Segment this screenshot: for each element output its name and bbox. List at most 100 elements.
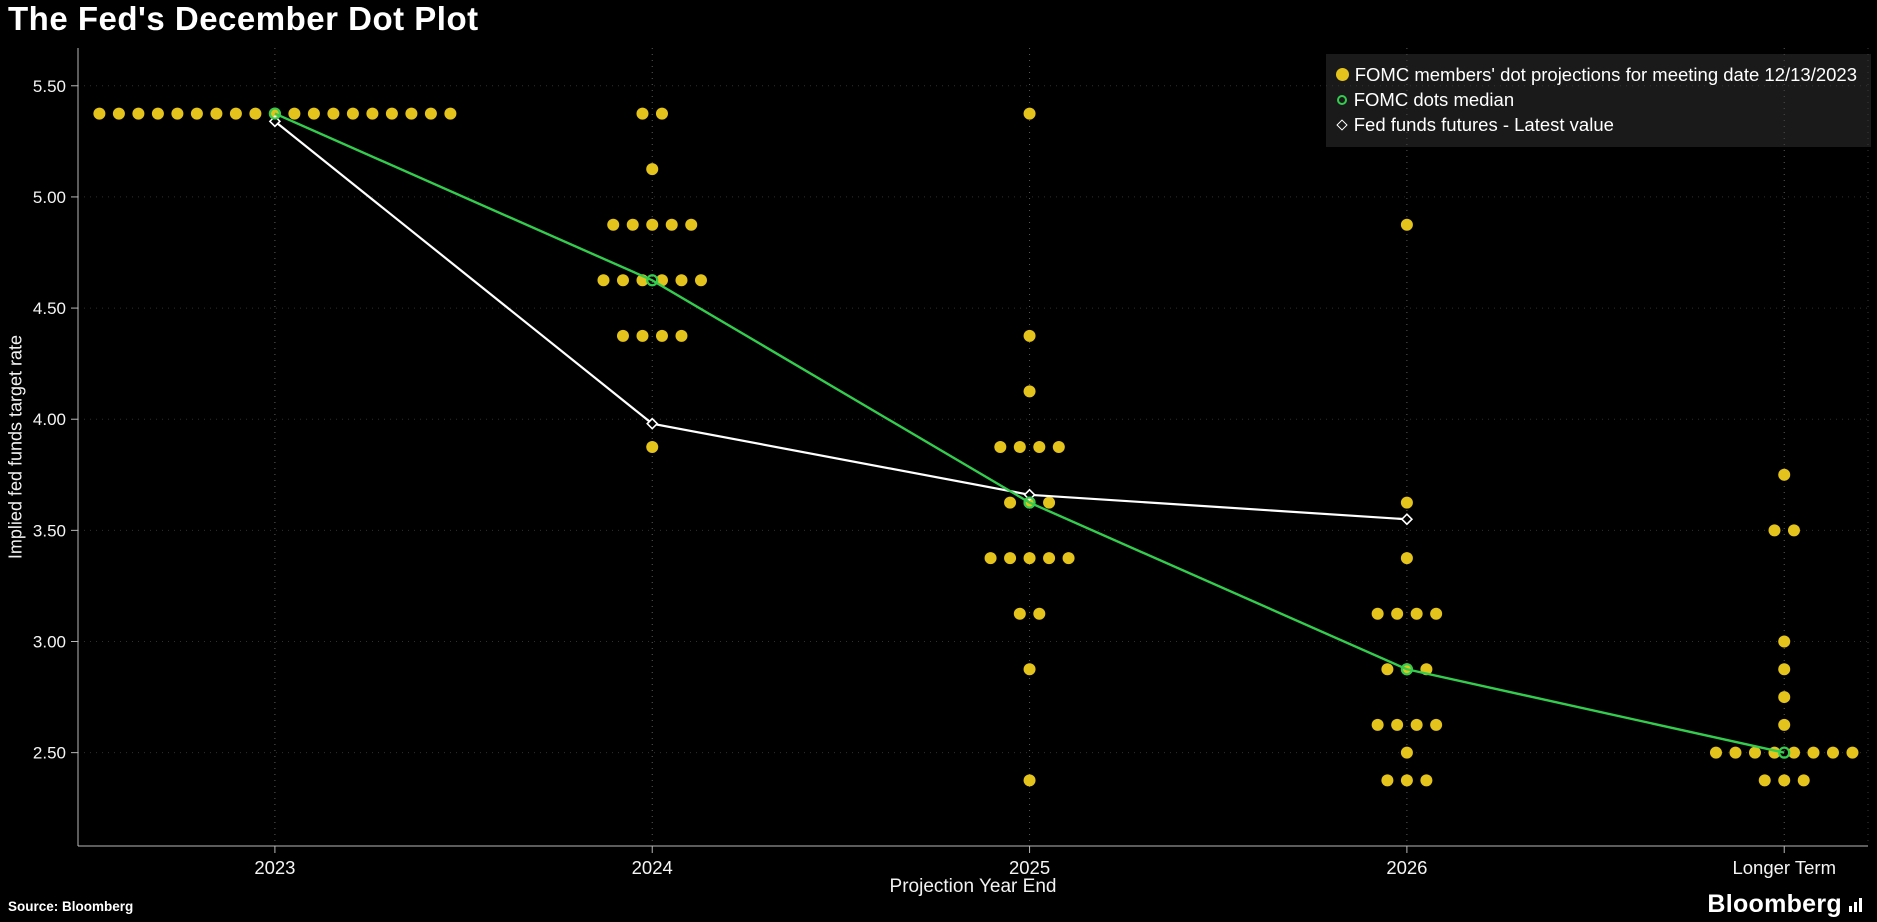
fomc-dot: [607, 218, 620, 231]
futures-marker-diamond: [1400, 513, 1414, 526]
fomc-dot: [366, 107, 379, 120]
fomc-dot: [1052, 441, 1065, 453]
legend-label: FOMC members' dot projections for meetin…: [1354, 64, 1857, 85]
fomc-dot: [1846, 746, 1859, 759]
fomc-dot: [616, 274, 629, 287]
legend-label: Fed funds futures - Latest value: [1353, 114, 1614, 136]
median-marker-circle: [1400, 663, 1413, 676]
fomc-dot: [1023, 552, 1036, 565]
fomc-dot: [665, 218, 678, 231]
fomc-dot: [1043, 552, 1056, 565]
fomc-dot: [646, 218, 659, 231]
fomc-dot: [1826, 746, 1839, 759]
fomc-dot: [1033, 607, 1046, 620]
fomc-dot: [346, 107, 359, 120]
x-tick-label: 2026: [1386, 857, 1427, 878]
fomc-dot: [1778, 468, 1791, 481]
y-tick-label: 5.50: [33, 77, 66, 96]
legend-item: FOMC members' dot projections for meetin…: [1335, 62, 1857, 87]
fomc-dot: [1391, 607, 1404, 620]
bloomberg-wordmark: Bloomberg: [1707, 890, 1842, 918]
fomc-dot: [424, 107, 437, 120]
fomc-dot: [385, 107, 398, 120]
fomc-dot: [1023, 385, 1036, 398]
fomc-dot: [112, 107, 125, 120]
legend-item: FOMC dots median: [1336, 87, 1857, 112]
fomc-dot: [93, 107, 106, 120]
legend: FOMC members' dot projections for meetin…: [1325, 54, 1871, 148]
fomc-dot: [171, 107, 184, 120]
futures-marker-diamond: [646, 417, 659, 430]
fomc-dot: [1797, 774, 1810, 787]
median-marker-circle: [268, 107, 281, 120]
open-circle-icon: [1336, 94, 1347, 105]
fomc-dot: [1381, 774, 1394, 787]
fomc-dot: [1400, 218, 1413, 231]
fomc-dot: [1778, 691, 1791, 704]
fomc-dot: [1400, 774, 1413, 787]
bloomberg-chart-icon: [1849, 898, 1862, 912]
fomc-dot: [685, 218, 698, 231]
fomc-dot: [307, 107, 320, 120]
filled-dot-icon: [1335, 68, 1349, 82]
y-tick-label: 4.00: [33, 410, 66, 429]
source-note: Source: Bloomberg: [8, 899, 134, 914]
legend-label: FOMC dots median: [1353, 89, 1515, 111]
fomc-dot: [1768, 524, 1781, 537]
fomc-dot: [1420, 774, 1433, 787]
fomc-dot: [190, 107, 203, 120]
fomc-dot: [1787, 746, 1800, 759]
futures-line: [274, 120, 1407, 521]
fomc-dot: [1758, 774, 1771, 787]
fomc-dot: [1778, 774, 1791, 787]
fomc-dot: [1023, 663, 1036, 676]
fomc-dot: [1043, 496, 1056, 509]
fomc-dot: [444, 107, 457, 120]
fomc-dot: [1807, 746, 1820, 759]
fomc-dot: [1391, 718, 1404, 731]
fomc-dot: [1400, 746, 1413, 759]
fomc-dot: [616, 329, 629, 342]
y-tick-label: 4.50: [33, 299, 66, 318]
fomc-dot: [132, 107, 145, 120]
fomc-dot: [675, 274, 688, 287]
fomc-dot: [1004, 552, 1017, 565]
median-line: [274, 112, 1785, 754]
fomc-dot: [984, 552, 997, 565]
fomc-dot: [1778, 718, 1791, 731]
legend-item: Fed funds futures - Latest value: [1336, 112, 1857, 137]
fomc-dot: [636, 107, 649, 120]
fomc-dot: [1410, 718, 1423, 731]
fomc-dot: [994, 441, 1007, 453]
fomc-dot: [655, 107, 668, 120]
fomc-dot: [1062, 552, 1075, 565]
fomc-dot: [249, 107, 262, 120]
fomc-dot: [1004, 496, 1017, 509]
fomc-dot: [646, 163, 659, 176]
fomc-dot: [1410, 607, 1423, 620]
y-tick-label: 3.50: [33, 521, 66, 540]
fomc-dot: [229, 107, 242, 120]
fomc-dot: [1013, 441, 1026, 453]
median-marker-circle: [1023, 496, 1036, 509]
fomc-dot: [1013, 607, 1026, 620]
x-axis-title: Projection Year End: [889, 876, 1057, 897]
fomc-dot: [675, 329, 688, 342]
x-tick-label: 2023: [254, 857, 295, 878]
fomc-dot: [1371, 718, 1384, 731]
fomc-dot: [1778, 635, 1791, 648]
fomc-dot: [1023, 329, 1036, 342]
fomc-dot: [655, 329, 668, 342]
fomc-dot: [1400, 496, 1413, 509]
fomc-dot: [1430, 607, 1443, 620]
fomc-dot: [405, 107, 418, 120]
fomc-dot: [694, 274, 707, 287]
fomc-dot: [1023, 107, 1036, 120]
fomc-dot: [1430, 718, 1443, 731]
y-tick-label: 5.00: [33, 188, 66, 207]
fomc-dot: [626, 218, 639, 231]
y-tick-label: 3.00: [33, 632, 66, 651]
fomc-dot: [327, 107, 340, 120]
